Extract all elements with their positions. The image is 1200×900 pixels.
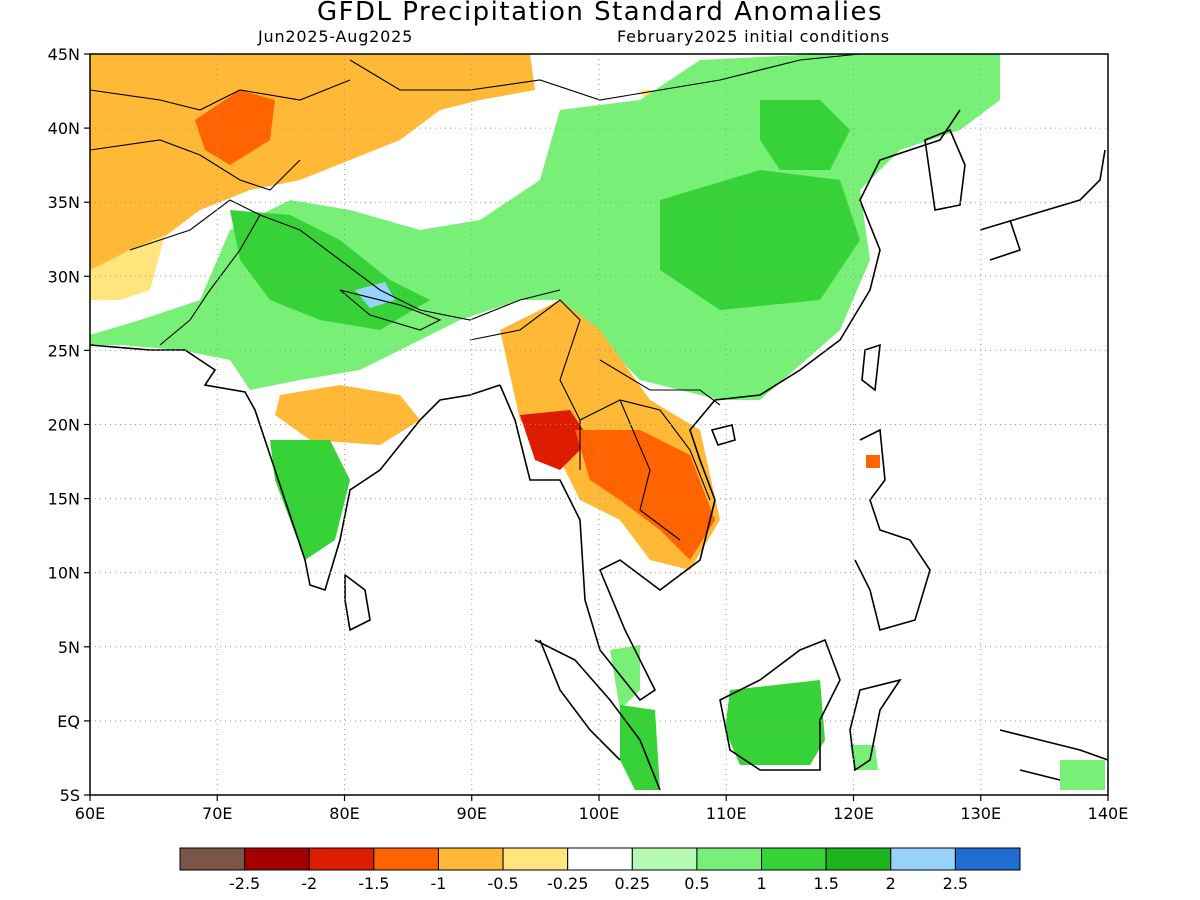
border-central-asia [90,139,301,191]
coastline-indochina [499,109,961,702]
colorbar-swatch [308,847,375,871]
coastline-sumatra [534,639,661,791]
lat-tick-label: 25N [48,341,80,360]
coastline-sulawesi [849,678,902,772]
colorbar-swatch [179,847,246,871]
colorbar-swatch [373,847,439,871]
colorbar-swatch [761,847,827,871]
colorbar-label: 2 [886,874,896,893]
lon-tick-label: 90E [457,804,487,823]
coastline-korea [924,128,966,211]
coastline-borneo [719,638,841,771]
coastline-taiwan [861,343,881,392]
colorbar-label: -1.5 [358,874,389,893]
colorbar-swatch [502,847,569,871]
graticule [90,54,1108,795]
dry-region-central-india [275,385,420,445]
dry-patch-philippines [866,455,880,468]
colorbar-swatch [631,847,698,871]
colorbar-label: 1 [756,874,766,893]
dry-region-central-asia [90,54,535,280]
border-laos-thailand [579,399,711,541]
coastline-india [90,344,501,592]
map-title: GFDL Precipitation Standard Anomalies [316,0,884,27]
colorbar-swatch [825,847,892,871]
dry-core-central-asia [195,90,275,165]
coastline-sri-lanka [344,573,371,632]
border-afghanistan-pakistan [129,199,261,346]
wet-region-borneo [725,680,825,765]
colorbar-label: 2.5 [943,874,968,893]
colorbar-label: 1.5 [813,874,838,893]
colorbar-label: -0.5 [487,874,518,893]
lon-tick-label: 70E [202,804,232,823]
lon-tick-label: 120E [833,804,874,823]
lat-tick-label: 30N [48,267,80,286]
colorbar-label: -2.5 [229,874,260,893]
wet-region-sumatra [610,645,640,710]
wet-patch-new-guinea [1060,760,1105,790]
colorbar-label: -0.25 [547,874,588,893]
colorbar-swatch [890,847,956,871]
border-china-vietnam [599,359,721,406]
colorbar-label: 0.5 [684,874,709,893]
lon-tick-label: 130E [960,804,1001,823]
lon-tick-label: 110E [706,804,747,823]
coastline-hainan [710,424,736,446]
borders [90,54,861,541]
colorbar-swatch [244,847,310,871]
wet-region-sumatra-south [620,705,660,790]
border-china-india [259,214,561,321]
dry-core-laos-vietnam [575,430,715,560]
colorbar-label: 0.25 [614,874,650,893]
lat-tick-label: 40N [48,119,80,138]
lat-tick-label: 20N [48,416,80,435]
lon-tick-label: 100E [579,804,620,823]
border-mongolia [349,54,861,101]
border-nepal [339,289,442,331]
axes: 60E 70E 80E 90E 100E 110E 120E 130E 140E 45N 40N 35… [48,45,1129,823]
lon-tick-label: 60E [75,804,105,823]
wet-core-china [660,170,860,310]
colorbar-swatch [567,847,633,871]
dry-region-central-asia-light [90,235,165,300]
lat-tick-label: 35N [48,193,80,212]
lat-tick-label: 5N [58,638,80,657]
wet-core-northeast-china [760,100,850,170]
lat-tick-label: 5S [60,786,80,805]
lat-tick-label: 15N [48,490,80,509]
anomaly-fields [90,54,1105,790]
coastline-new-guinea [999,729,1108,781]
wet-region-western-ghats [270,440,350,560]
colorbar-label: -2 [301,874,317,893]
colorbar-swatch [437,847,504,871]
colorbar-label: -1 [430,874,446,893]
lon-tick-label: 80E [329,804,359,823]
coastline-philippines [854,428,931,631]
coastline-japan [979,149,1106,261]
lat-tick-label: 45N [48,45,80,64]
lat-tick-label: 10N [48,564,80,583]
initial-conditions: February2025 initial conditions [617,27,890,46]
colorbar: -2.5 -2 -1.5 -1 -0.5 -0.25 0.25 0.5 1 1.5 2 2.5 [179,847,1021,893]
coastlines [90,109,1108,791]
colorbar-swatch [696,847,763,871]
lon-tick-label: 140E [1088,804,1129,823]
colorbar-swatch [954,847,1021,871]
lat-tick-label: EQ [57,712,80,731]
forecast-period: Jun2025-Aug2025 [258,27,414,46]
border-kazakhstan [90,79,351,111]
dry-core-myanmar [520,410,590,470]
